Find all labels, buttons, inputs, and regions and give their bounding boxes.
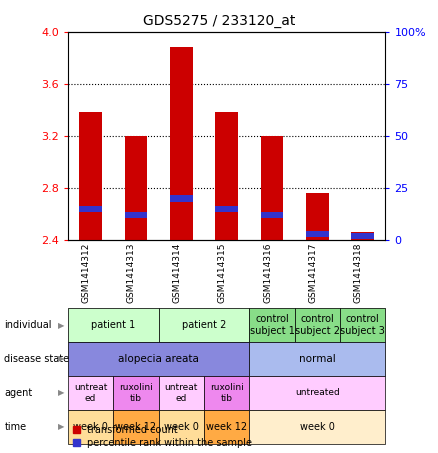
Text: untreated: untreated	[295, 389, 340, 397]
Bar	[306, 193, 329, 240]
Bar	[79, 112, 102, 240]
Text: control
subject 2: control subject 2	[295, 314, 340, 336]
Text: ruxolini
tib: ruxolini tib	[119, 383, 153, 403]
Bar	[79, 206, 102, 212]
Bar	[261, 212, 283, 218]
Text: time: time	[4, 422, 27, 432]
Text: patient 1: patient 1	[91, 320, 135, 330]
Bar	[351, 232, 374, 240]
Bar	[351, 233, 374, 239]
Text: GDS5275 / 233120_at: GDS5275 / 233120_at	[143, 14, 295, 28]
Text: ▶: ▶	[58, 355, 64, 363]
Text: ▶: ▶	[58, 423, 64, 431]
Legend: transformed count, percentile rank within the sample: transformed count, percentile rank withi…	[73, 425, 252, 448]
Text: week 0: week 0	[300, 422, 335, 432]
Text: week 0: week 0	[164, 422, 199, 432]
Bar	[306, 231, 329, 237]
Text: normal: normal	[299, 354, 336, 364]
Text: week 0: week 0	[73, 422, 108, 432]
Text: week 12: week 12	[115, 422, 156, 432]
Bar	[170, 195, 193, 202]
Bar	[124, 212, 147, 218]
Text: patient 2: patient 2	[182, 320, 226, 330]
Text: individual: individual	[4, 320, 52, 330]
Text: alopecia areata: alopecia areata	[118, 354, 199, 364]
Text: untreat
ed: untreat ed	[74, 383, 107, 403]
Text: control
subject 1: control subject 1	[250, 314, 294, 336]
Text: week 12: week 12	[206, 422, 247, 432]
Bar	[124, 136, 147, 240]
Bar	[261, 136, 283, 240]
Text: disease state: disease state	[4, 354, 70, 364]
Bar	[215, 206, 238, 212]
Bar	[215, 112, 238, 240]
Bar	[170, 48, 193, 240]
Text: ruxolini
tib: ruxolini tib	[210, 383, 244, 403]
Text: ▶: ▶	[58, 389, 64, 397]
Text: untreat
ed: untreat ed	[165, 383, 198, 403]
Text: control
subject 3: control subject 3	[340, 314, 385, 336]
Text: ▶: ▶	[58, 321, 64, 329]
Text: agent: agent	[4, 388, 32, 398]
